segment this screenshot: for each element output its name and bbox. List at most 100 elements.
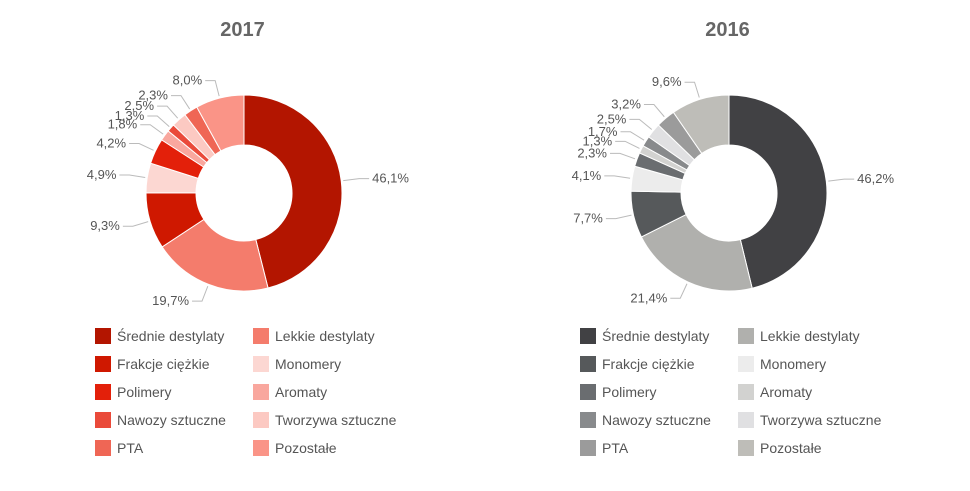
legend-swatch [580, 440, 596, 456]
legend-label: Pozostałe [760, 440, 822, 456]
legend-swatch [738, 328, 754, 344]
legend-item: Polimery [95, 382, 171, 402]
legend-item: Frakcje ciężkie [580, 354, 695, 374]
leader-line [192, 286, 209, 302]
data-label: 46,1% [372, 171, 409, 186]
data-label: 2,5% [124, 98, 154, 113]
leader-line [670, 283, 688, 299]
chart-2016: 2016 46,2% 21,4% 7,7% 4,1% 2,3% 1,3% 1,7% 2,5% 3… [485, 0, 970, 491]
legend-swatch [253, 440, 269, 456]
legend-item: Monomery [253, 354, 341, 374]
legend-swatch [738, 440, 754, 456]
legend-swatch [738, 412, 754, 428]
legend-swatch [95, 440, 111, 456]
leader-line [205, 80, 220, 97]
legend-label: PTA [602, 440, 629, 456]
leader-line [605, 214, 632, 220]
legend-label: PTA [117, 440, 144, 456]
leader-line [604, 175, 631, 179]
data-label: 8,0% [173, 73, 203, 88]
legend-label: Tworzywa sztuczne [760, 412, 882, 428]
legend-label: Polimery [117, 384, 172, 400]
data-label: 4,1% [572, 168, 602, 183]
legend-item: Lekkie destylaty [738, 326, 860, 346]
legend-label: Monomery [275, 356, 342, 372]
legend-swatch [738, 384, 754, 400]
legend-swatch [738, 356, 754, 372]
legend-swatch [580, 412, 596, 428]
legend-swatch [580, 328, 596, 344]
legend-item: Polimery [580, 382, 656, 402]
legend-item: Pozostałe [253, 438, 336, 458]
legend-item: Średnie destylaty [580, 326, 709, 346]
leader-line [119, 174, 146, 179]
leader-line [684, 81, 700, 98]
legend-item: Frakcje ciężkie [95, 354, 210, 374]
legend-label: Lekkie destylaty [760, 328, 860, 344]
data-label: 2,5% [597, 111, 627, 126]
leader-line [140, 124, 164, 135]
donut-chart: 46,1% 19,7% 9,3% 4,9% 4,2% 1,8%1,3%2,5%2,3% 8,… [87, 73, 410, 308]
legend-item: Aromaty [738, 382, 812, 402]
data-label: 7,7% [573, 211, 603, 226]
data-label: 19,7% [152, 293, 189, 308]
leader-line [629, 118, 653, 130]
leader-line [643, 104, 665, 118]
data-label: 4,2% [96, 135, 126, 150]
leader-line [615, 140, 640, 149]
data-label: 9,6% [652, 74, 682, 89]
legend-label: Aromaty [760, 384, 813, 400]
slice-10 [196, 94, 245, 152]
legend-swatch [253, 384, 269, 400]
data-label: 46,2% [857, 171, 894, 186]
leader-line [147, 115, 170, 127]
legend-label: Frakcje ciężkie [117, 356, 210, 372]
legend-item: Lekkie destylaty [253, 326, 375, 346]
legend-swatch [95, 356, 111, 372]
leader-line [620, 131, 645, 141]
data-label: 2,3% [138, 88, 168, 103]
legend-swatch [95, 384, 111, 400]
legend-label: Pozostałe [275, 440, 337, 456]
legend-swatch [253, 356, 269, 372]
legend-item: Tworzywa sztuczne [253, 410, 396, 430]
legend-item: Pozostałe [738, 438, 821, 458]
data-label: 4,9% [87, 167, 117, 182]
legend-swatch [580, 356, 596, 372]
legend-item: Monomery [738, 354, 826, 374]
legend-swatch [95, 328, 111, 344]
leader-line [157, 105, 179, 119]
legend-label: Nawozy sztuczne [602, 412, 711, 428]
leader-line [122, 221, 149, 227]
legend-swatch [253, 328, 269, 344]
data-label: 9,3% [90, 218, 120, 233]
legend-label: Tworzywa sztuczne [275, 412, 397, 428]
legend-swatch [253, 412, 269, 428]
leader-line [343, 178, 370, 182]
data-label: 1,8% [108, 117, 138, 132]
data-label: 1,7% [588, 124, 618, 139]
slice-1 [243, 94, 343, 289]
legend-label: Aromaty [275, 384, 328, 400]
chart-2017: 2017 46,1% 19,7% 9,3% 4,9% 4,2% 1,8% 1,3% 2,5% 2… [87, 19, 410, 458]
leader-line [828, 178, 855, 182]
legend-label: Średnie destylaty [117, 328, 225, 344]
legend-item: PTA [580, 438, 628, 458]
data-label: 21,4% [630, 290, 667, 305]
slice-1 [728, 94, 828, 289]
legend-swatch [95, 412, 111, 428]
legend-swatch [580, 384, 596, 400]
legend-item: Nawozy sztuczne [580, 410, 711, 430]
legend-item: Aromaty [253, 382, 327, 402]
leader-line [609, 152, 636, 160]
legend-label: Nawozy sztuczne [117, 412, 226, 428]
chart-title: 2016 [705, 19, 750, 41]
chart-title: 2017 [220, 19, 265, 41]
leader-line [170, 95, 191, 110]
legend-label: Frakcje ciężkie [602, 356, 695, 372]
data-label: 1,3% [115, 108, 145, 123]
legend-item: Tworzywa sztuczne [738, 410, 881, 430]
data-label: 3,2% [611, 97, 641, 112]
legend-label: Monomery [760, 356, 827, 372]
slice-10 [672, 94, 730, 155]
